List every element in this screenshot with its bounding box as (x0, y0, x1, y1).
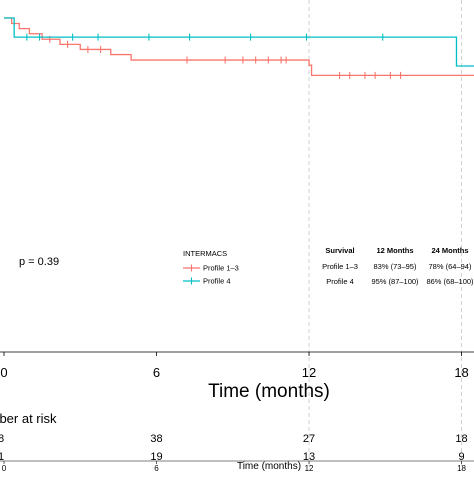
legend-title: INTERMACS (183, 249, 227, 258)
annotations: p = 0.39 (19, 256, 59, 268)
risk-count: 19 (150, 451, 162, 463)
survival-table-cell: 83% (73–95) (374, 262, 417, 271)
survival-table-header: Survival (325, 246, 354, 255)
reference-lines (308, 0, 462, 470)
survival-table-header: 24 Months (431, 246, 468, 255)
p-value-label: p = 0.39 (19, 256, 59, 268)
risk-count: 13 (303, 451, 315, 463)
legend-entry-label: Profile 4 (203, 277, 231, 286)
risk-x-tick-label: 18 (457, 464, 466, 473)
survival-table-header: 12 Months (376, 246, 413, 255)
survival-table-cell: 86% (68–100) (426, 277, 474, 286)
legend-entry-label: Profile 1–3 (203, 264, 239, 273)
x-tick-label: 18 (454, 365, 468, 380)
x-axis: Time (months) 061218243036 (0, 351, 474, 402)
risk-count: 48 (0, 433, 4, 445)
risk-x-tick-label: 12 (305, 464, 314, 473)
x-tick-label: 6 (153, 365, 160, 380)
survival-table-cell: Profile 1–3 (322, 262, 358, 271)
risk-count: 21 (0, 451, 4, 463)
survival-summary-table: Survival 12 Months 24 Months Profile 1–3 83%… (322, 246, 474, 286)
risk-x-tick-label: 6 (154, 464, 159, 473)
risk-table: Number at risk Time (months) 48 38 27 18 12 9… (0, 411, 474, 473)
survival-curve-series-2 (4, 17, 474, 67)
risk-count: 9 (458, 451, 464, 463)
risk-count: 18 (455, 433, 467, 445)
legend: INTERMACS Profile 1–3 Profile 4 (183, 249, 239, 286)
survival-curves (4, 17, 474, 79)
risk-table-title: Number at risk (0, 411, 57, 426)
risk-count: 38 (150, 433, 162, 445)
survival-table-cell: 95% (87–100) (371, 277, 419, 286)
x-axis-title: Time (months) (208, 381, 330, 402)
survival-table-cell: Profile 4 (326, 277, 354, 286)
survival-table-cell: 78% (64–94) (429, 262, 472, 271)
risk-x-tick-label: 0 (2, 464, 7, 473)
x-tick-label: 0 (0, 365, 7, 380)
survival-curve-series-1 (4, 17, 474, 77)
risk-count: 27 (303, 433, 315, 445)
x-tick-label: 12 (302, 365, 316, 380)
risk-x-axis-title: Time (months) (237, 461, 301, 472)
